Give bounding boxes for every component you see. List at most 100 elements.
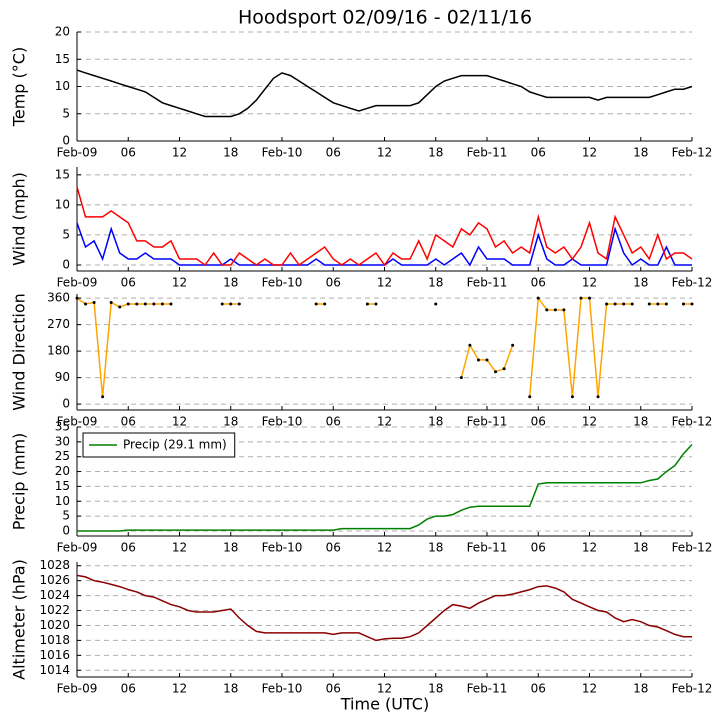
point [690, 302, 694, 306]
y-tick-label: 10 [55, 197, 70, 211]
legend: Precip (29.1 mm) [82, 432, 236, 458]
y-tick-label: 5 [62, 106, 70, 120]
x-tick-label: 18 [428, 682, 443, 696]
point [536, 296, 540, 300]
point [118, 305, 122, 309]
x-tick-label: 06 [121, 276, 136, 290]
x-tick-label: 18 [633, 541, 648, 555]
y-tick-label: 15 [55, 479, 70, 493]
x-tick-label: 18 [428, 146, 443, 160]
point [647, 302, 651, 306]
point [365, 302, 369, 306]
point [605, 302, 609, 306]
x-tick-label: 12 [582, 682, 597, 696]
y-tick-label: 1020 [39, 618, 70, 632]
x-tick-label: 12 [172, 146, 187, 160]
y-tick-label: 1018 [39, 633, 70, 647]
x-tick-label: Feb-12 [672, 276, 713, 290]
point [613, 302, 617, 306]
point [579, 296, 583, 300]
y-axis-label: Temp (°C) [10, 47, 29, 127]
y-tick-label: 15 [55, 167, 70, 181]
x-tick-label: 12 [172, 415, 187, 429]
y-axis-label: Altimeter (hPa) [10, 559, 29, 680]
x-tick-label: 06 [326, 682, 341, 696]
y-axis-label: Precip (mm) [10, 433, 29, 531]
point [562, 308, 566, 312]
x-tick-label: 18 [428, 541, 443, 555]
x-tick-label: Feb-10 [262, 682, 303, 696]
point [459, 376, 463, 380]
x-tick-label: 18 [428, 276, 443, 290]
y-tick-label: 1024 [39, 588, 70, 602]
x-tick-label: Feb-12 [672, 415, 713, 429]
point [502, 367, 506, 371]
point [630, 302, 634, 306]
y-tick-label: 5 [62, 227, 70, 241]
y-tick-label: 1028 [39, 558, 70, 572]
x-tick-label: 06 [531, 146, 546, 160]
y-tick-label: 35 [55, 420, 70, 434]
point [220, 302, 224, 306]
y-tick-label: 0 [62, 257, 70, 271]
point [109, 301, 113, 305]
y-axis-label: Wind (mph) [10, 172, 29, 266]
point [476, 358, 480, 362]
point [75, 296, 79, 300]
x-tick-label: Feb-12 [672, 682, 713, 696]
x-tick-label: Feb-10 [262, 415, 303, 429]
x-tick-label: 06 [326, 146, 341, 160]
series-line [77, 443, 693, 532]
y-tick-label: 0 [62, 397, 70, 411]
x-tick-label: 12 [377, 415, 392, 429]
point [143, 302, 147, 306]
x-tick-label: 18 [223, 541, 238, 555]
y-tick-label: 15 [55, 52, 70, 66]
point [314, 302, 318, 306]
y-tick-label: 30 [55, 434, 70, 448]
x-tick-label: Feb-09 [57, 146, 98, 160]
x-tick-label: 06 [121, 682, 136, 696]
x-tick-label: 06 [531, 276, 546, 290]
x-axis-label: Time (UTC) [340, 695, 429, 714]
series-line [76, 69, 693, 118]
x-tick-label: 18 [633, 415, 648, 429]
point [545, 308, 549, 312]
y-tick-label: 5 [62, 509, 70, 523]
y-tick-label: 10 [55, 494, 70, 508]
point [101, 395, 105, 399]
x-tick-label: 06 [531, 682, 546, 696]
x-tick-label: 06 [326, 541, 341, 555]
point [374, 302, 378, 306]
point [553, 308, 557, 312]
series-line [76, 186, 693, 267]
x-tick-label: Feb-12 [672, 146, 713, 160]
point [169, 302, 173, 306]
y-tick-label: 1014 [39, 663, 70, 677]
series-line [76, 574, 692, 642]
x-tick-label: 12 [582, 276, 597, 290]
point [485, 358, 489, 362]
x-tick-label: 06 [121, 146, 136, 160]
x-tick-label: Feb-11 [467, 276, 508, 290]
point [664, 302, 668, 306]
legend-label: Precip (29.1 mm) [123, 438, 227, 452]
point [126, 302, 130, 306]
x-tick-label: 12 [582, 541, 597, 555]
point [237, 302, 241, 306]
x-tick-label: 18 [223, 276, 238, 290]
point [622, 302, 626, 306]
x-tick-label: Feb-09 [57, 682, 98, 696]
point [494, 370, 498, 374]
y-tick-label: 90 [55, 370, 70, 384]
x-tick-label: 12 [172, 682, 187, 696]
y-axis-label: Wind Direction [10, 293, 29, 411]
x-tick-label: 12 [377, 541, 392, 555]
y-tick-label: 25 [55, 449, 70, 463]
x-tick-label: 12 [582, 415, 597, 429]
point [681, 302, 685, 306]
x-tick-label: Feb-11 [467, 146, 508, 160]
x-tick-label: 12 [377, 276, 392, 290]
x-tick-label: 06 [326, 415, 341, 429]
